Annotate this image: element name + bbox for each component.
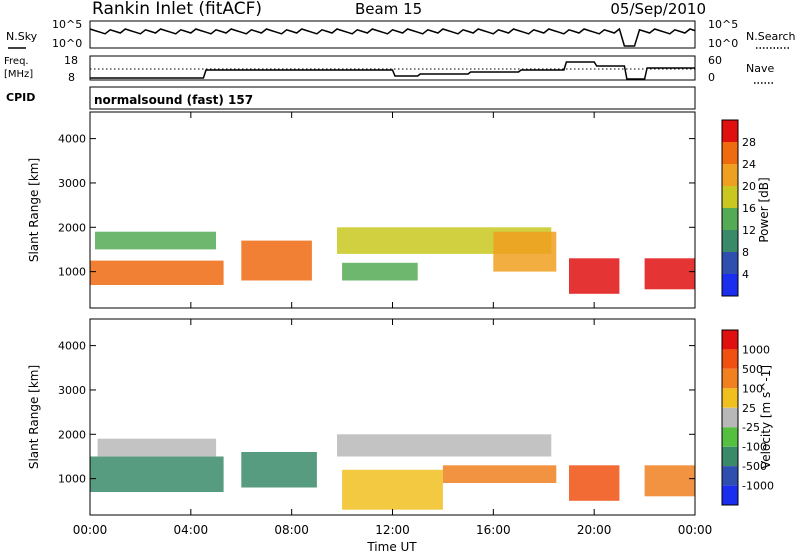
x-axis-label: Time UT: [366, 540, 417, 554]
freq-tick-bottom: 8: [68, 71, 75, 84]
beam-label: Beam 15: [355, 0, 422, 18]
power-panel-colorbar-swatch-2: [722, 230, 738, 252]
power-panel-colorbar-tick-6: 28: [742, 136, 756, 149]
power-panel-band-7: [644, 258, 695, 290]
nsearch-tick-top: 10^5: [708, 18, 738, 31]
velocity-panel-band-2: [241, 452, 317, 488]
power-panel-colorbar-tick-0: 4: [742, 268, 749, 281]
velocity-panel-colorbar-tick-2: 100: [742, 382, 763, 395]
velocity-panel-colorbar-swatch-1: [722, 466, 738, 486]
freq-strip-frame: [89, 55, 696, 81]
power-panel-colorbar-tick-2: 12: [742, 224, 756, 237]
velocity-panel-colorbar-tick-1: 500: [742, 363, 763, 376]
power-panel-band-5: [493, 231, 557, 272]
power-panel-colorbar-tick-1: 8: [742, 246, 749, 259]
x-tick-label-5: 20:00: [577, 523, 612, 537]
velocity-panel-ytick-label-3000: 3000: [58, 384, 86, 397]
nave-trace: [90, 61, 695, 80]
velocity-panel-colorbar-tick-0: 1000: [742, 343, 770, 356]
power-panel-band-0: [90, 260, 224, 285]
power-panel-colorbar-swatch-6: [722, 142, 738, 164]
power-panel-band-6: [569, 258, 620, 294]
power-panel: 1000 2000 3000 4000 Slant Range [km]: [27, 111, 696, 309]
nsky-strip-frame: [89, 20, 696, 49]
velocity-colorbar-label: Velocity [m s^-1]: [759, 365, 773, 469]
freq-tick-top: 18: [64, 54, 78, 67]
cpid-value: normalsound (fast) 157: [94, 93, 253, 107]
x-tick-label-6: 00:00: [678, 523, 713, 537]
station-title: Rankin Inlet (fitACF): [92, 0, 262, 19]
velocity-panel-band-0: [90, 456, 224, 492]
freq-unit-label: [MHz]: [4, 69, 33, 80]
nave-tick-top: 60: [708, 54, 722, 67]
velocity-panel-colorbar-tick-4: -25: [742, 421, 760, 434]
velocity-panel-colorbar-swatch-7: [722, 349, 738, 369]
time-axis: 00:00 04:00 08:00 12:00 16:00 20:00 00:00: [73, 112, 713, 537]
velocity-panel-band-7: [644, 465, 695, 497]
nave-label: Nave: [746, 62, 774, 75]
velocity-panel-ytick-label-4000: 4000: [58, 340, 86, 353]
velocity-panel-ylabel: Slant Range [km]: [27, 365, 41, 469]
power-panel-ylabel: Slant Range [km]: [27, 158, 41, 262]
velocity-panel-band-6: [569, 465, 620, 501]
velocity-panel-band-3: [337, 434, 552, 457]
power-panel-band-1: [95, 231, 216, 250]
velocity-panel-colorbar-swatch-2: [722, 446, 738, 467]
velocity-panel-colorbar-swatch-3: [722, 427, 738, 447]
power-panel-band-4: [342, 262, 418, 281]
velocity-panel-colorbar-swatch-4: [722, 407, 738, 428]
nsky-label: N.Sky: [6, 30, 38, 43]
power-colorbar-label: Power [dB]: [757, 177, 771, 242]
power-panel-colorbar-swatch-7: [722, 120, 738, 142]
x-tick-label-3: 12:00: [375, 523, 410, 537]
velocity-panel-colorbar-tick-5: -100: [742, 441, 767, 454]
velocity-panel-ytick-label-2000: 2000: [58, 428, 86, 441]
power-panel-colorbar-swatch-3: [722, 208, 738, 230]
power-panel-colorbar-tick-3: 16: [742, 202, 756, 215]
velocity-colorbar: 1000 500 100 25 -25 -100 -500 -1000: [721, 329, 774, 506]
nsky-tick-top: 10^5: [52, 18, 82, 31]
power-panel-colorbar-swatch-5: [722, 164, 738, 186]
power-panel-colorbar-tick-4: 20: [742, 180, 756, 193]
velocity-panel-colorbar-tick-6: -500: [742, 460, 767, 473]
velocity-panel-colorbar-swatch-6: [722, 368, 738, 389]
velocity-panel-band-4: [342, 469, 443, 510]
power-panel-colorbar-swatch-0: [722, 274, 738, 296]
power-panel-ytick-label-1000: 1000: [58, 266, 86, 279]
x-tick-label-0: 00:00: [73, 523, 108, 537]
power-panel-ytick-label-4000: 4000: [58, 133, 86, 146]
power-panel-ytick-label-3000: 3000: [58, 177, 86, 190]
velocity-panel-ytick-label-1000: 1000: [58, 473, 86, 486]
cpid-label: CPID: [6, 91, 35, 104]
nsky-tick-bottom: 10^0: [52, 37, 82, 50]
velocity-panel-colorbar-swatch-5: [722, 388, 738, 408]
power-panel-colorbar-swatch-4: [722, 186, 738, 208]
cpid-strip-frame: [89, 86, 696, 110]
velocity-panel-colorbar-swatch-0: [722, 485, 738, 505]
freq-label: Freq.: [4, 56, 29, 67]
velocity-panel-colorbar-tick-3: 25: [742, 402, 756, 415]
power-panel-colorbar-swatch-1: [722, 252, 738, 274]
velocity-panel-colorbar-tick-7: -1000: [742, 480, 774, 493]
nsearch-label: N.Search: [746, 30, 796, 43]
power-panel-band-2: [241, 240, 312, 281]
x-tick-label-4: 16:00: [476, 523, 511, 537]
power-panel-colorbar-tick-5: 24: [742, 158, 756, 171]
x-tick-label-2: 08:00: [274, 523, 309, 537]
velocity-panel-band-5: [442, 465, 557, 483]
power-panel-ytick-label-2000: 2000: [58, 221, 86, 234]
date-label: 05/Sep/2010: [610, 0, 706, 18]
nsearch-tick-bottom: 10^0: [708, 37, 738, 50]
velocity-panel-band-1: [97, 438, 217, 457]
velocity-panel: 1000 2000 3000 4000 Slant Range [km]: [27, 318, 696, 516]
x-tick-label-1: 04:00: [174, 523, 209, 537]
nsky-trace: [89, 27, 696, 47]
velocity-panel-colorbar-swatch-8: [722, 330, 738, 350]
nave-tick-bottom: 0: [708, 71, 715, 84]
power-colorbar: 4 8 12 16 20 24 28: [721, 119, 756, 297]
